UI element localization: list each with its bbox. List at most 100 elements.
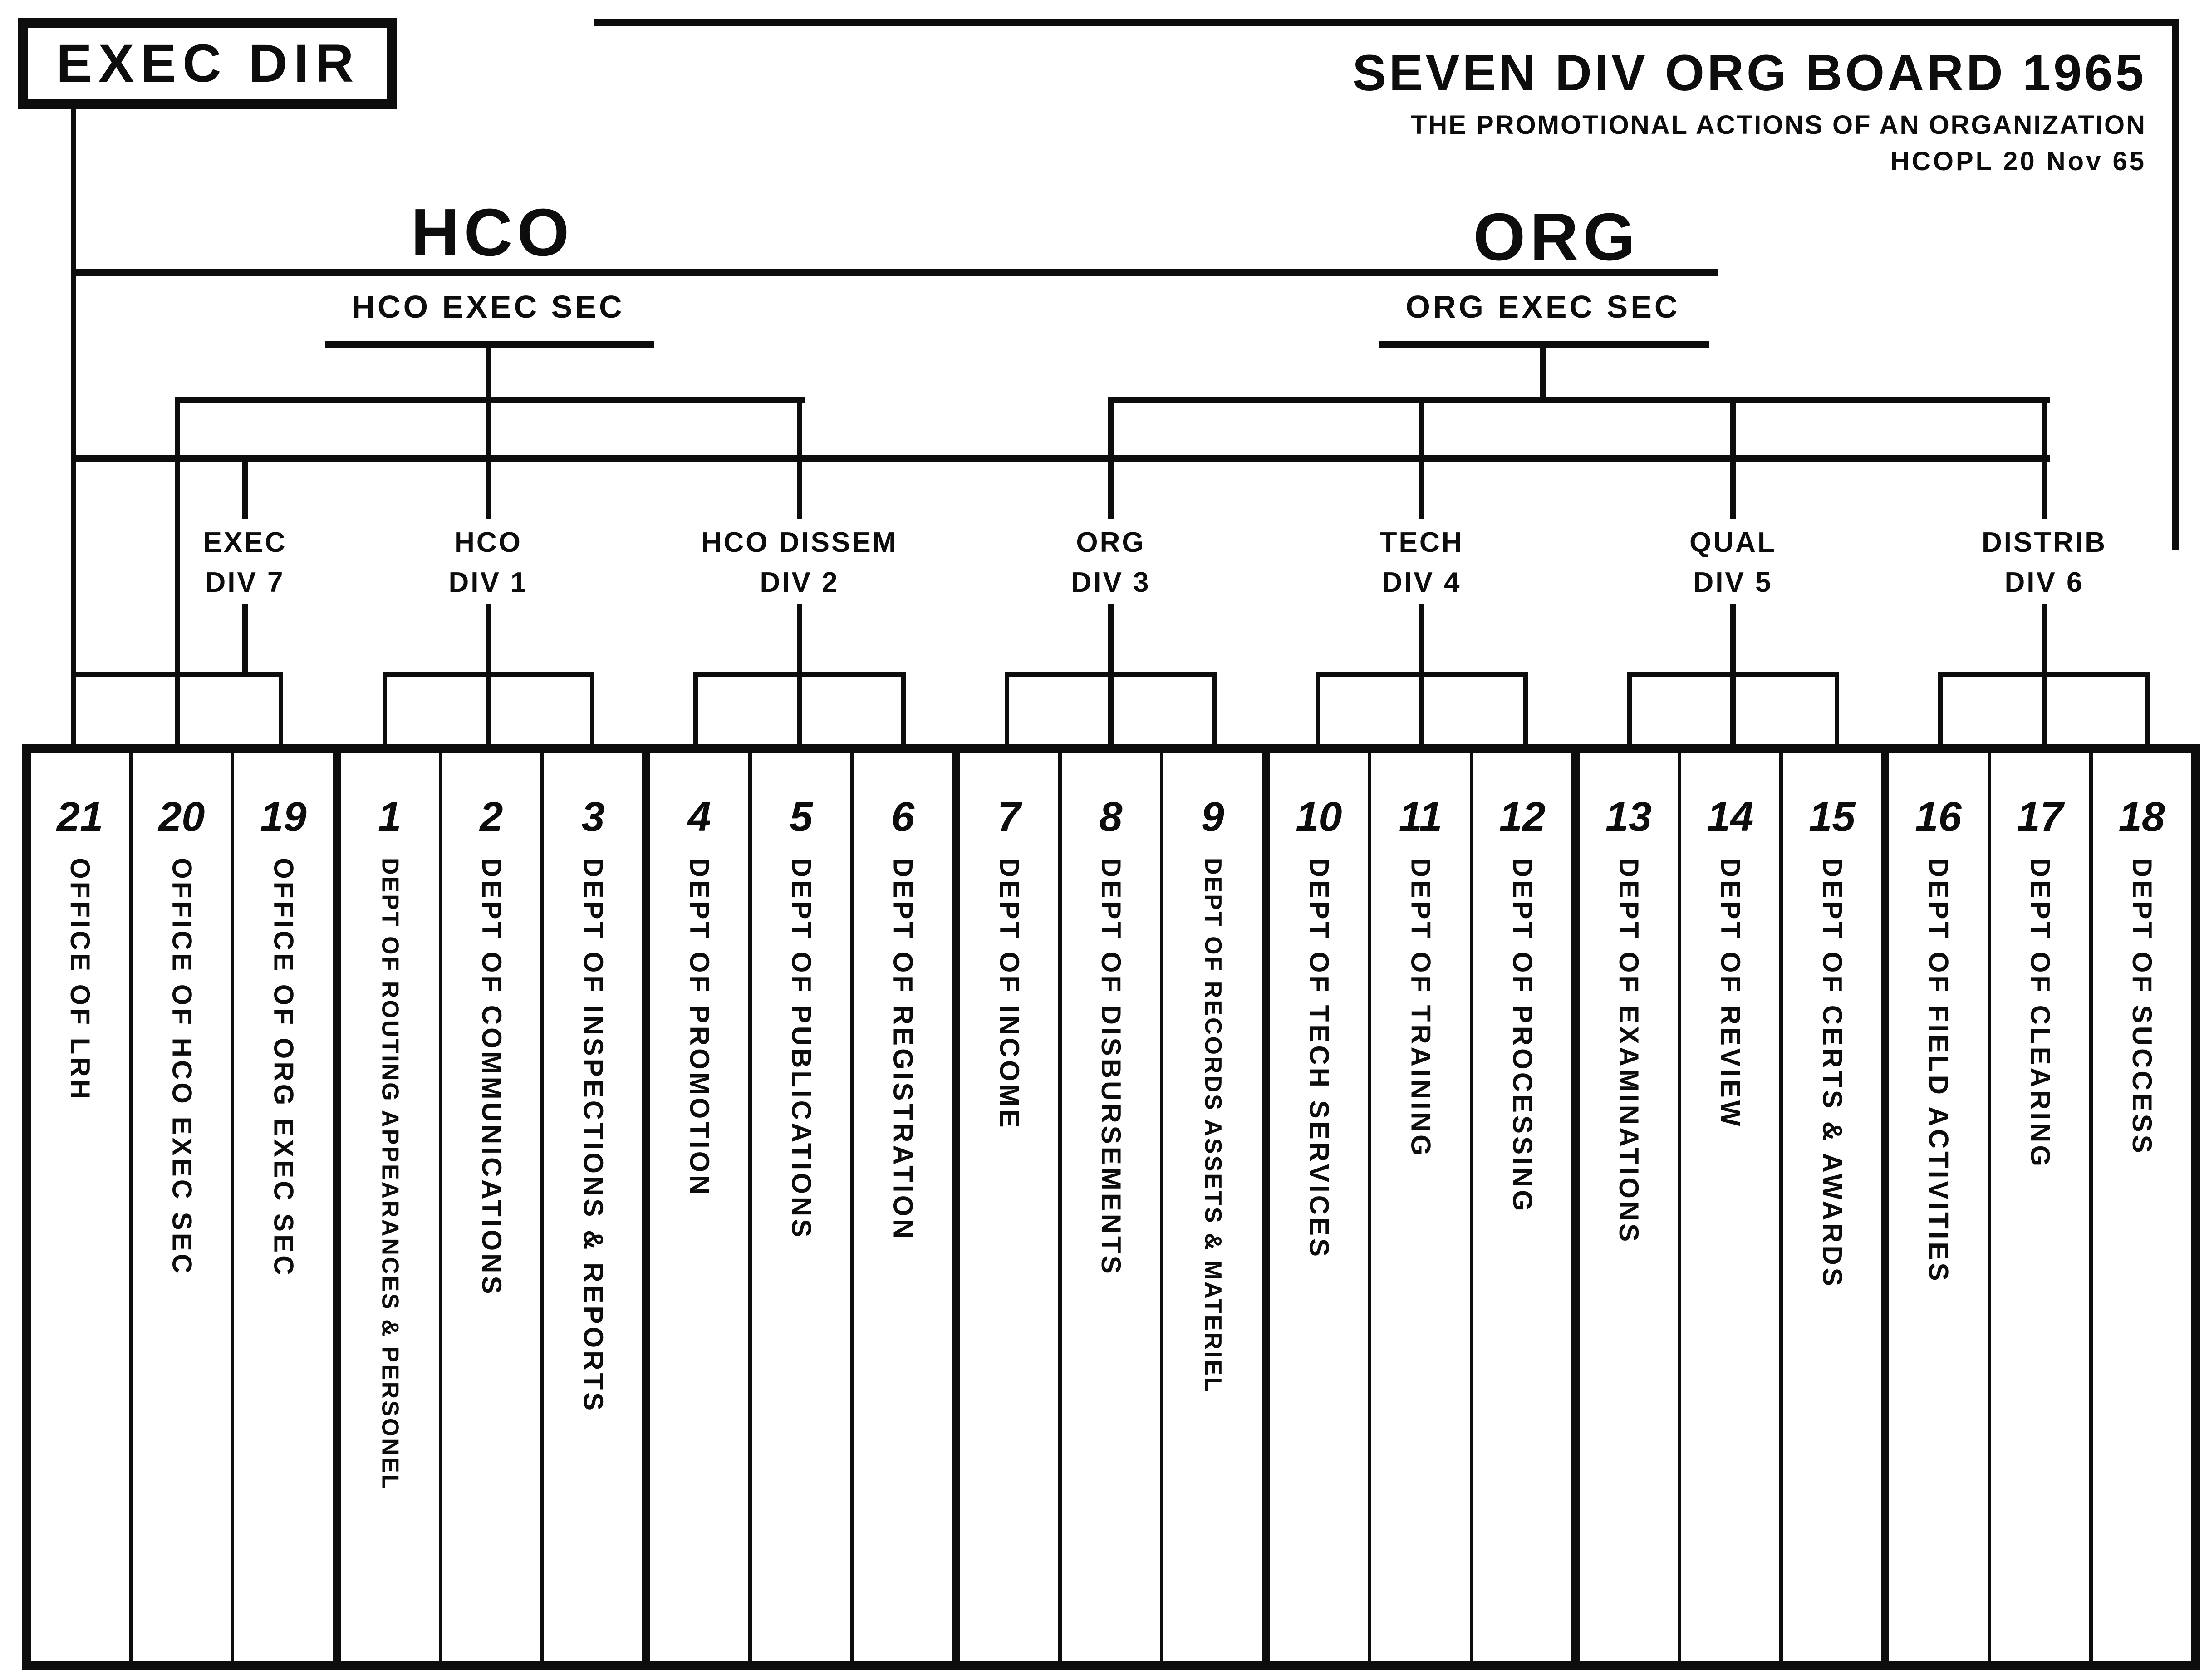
dept-name: DEPT OF TECH SERVICES [1304, 858, 1335, 1260]
dept-number: 17 [2017, 794, 2063, 840]
org-distribution-line [1108, 397, 2050, 403]
drop-dept12-line [1523, 672, 1528, 744]
div1-upper-line [486, 348, 491, 519]
dept-number: 20 [158, 794, 205, 840]
division-number: DIV 2 [760, 567, 839, 598]
org-exec-sec-label: ORG EXEC SEC [1405, 289, 1680, 324]
division-name: HCO DISSEM [701, 527, 898, 558]
hco-dist-left-drop-line [175, 397, 180, 744]
dept-name: DEPT OF ROUTING APPEARANCES & PERSONEL [377, 858, 403, 1491]
dept-name: DEPT OF PUBLICATIONS [786, 858, 817, 1240]
dept-column: 17 DEPT OF CLEARING [1987, 753, 2089, 1661]
dept-name: DEPT OF PROCESSING [1507, 858, 1538, 1214]
division-label-exec-div7: EXEC DIV 7 [118, 523, 372, 603]
dept-name: DEPT OF SUCCESS [2126, 858, 2157, 1156]
wing-heading-hco: HCO [411, 195, 574, 270]
board-title: SEVEN DIV ORG BOARD 1965 [1352, 44, 2146, 101]
division-name: EXEC [203, 527, 287, 558]
division-number: DIV 5 [1693, 567, 1773, 598]
dept-column: 8 DEPT OF DISBURSEMENTS [1058, 753, 1160, 1661]
division-name: DISTRIB [1982, 527, 2107, 558]
dept-name: DEPT OF EXAMINATIONS [1613, 858, 1644, 1245]
drop-dept16-line [1938, 672, 1943, 744]
drop-dept19-line [279, 672, 283, 744]
dept-number: 7 [997, 794, 1021, 840]
dept-number: 16 [1915, 794, 1962, 840]
org-exec-sec-underline [1379, 341, 1709, 348]
division-number: DIV 4 [1382, 567, 1462, 598]
dept-number: 18 [2118, 794, 2165, 840]
bracket-div3-line [1007, 672, 1214, 677]
board-subtitle: THE PROMOTIONAL ACTIONS OF AN ORGANIZATI… [1410, 110, 2146, 140]
drop-dept6-line [901, 672, 906, 744]
division-number: DIV 6 [2004, 567, 2084, 598]
bracket-div1-line [385, 672, 592, 677]
dept-number: 5 [789, 794, 813, 840]
dept-name: DEPT OF REVIEW [1715, 858, 1746, 1129]
dept-column: 9 DEPT OF RECORDS ASSETS & MATERIEL [1160, 753, 1262, 1661]
dept-column: 12 DEPT OF PROCESSING [1469, 753, 1571, 1661]
dept-name: DEPT OF INCOME [994, 858, 1025, 1130]
right-edge-line [2172, 19, 2179, 550]
drop-dept18-line [2145, 672, 2150, 744]
dept-name: DEPT OF TRAINING [1405, 858, 1436, 1159]
drop-dept3-line [590, 672, 594, 744]
hco-exec-sec-label: HCO EXEC SEC [352, 289, 625, 324]
dept-number: 10 [1296, 794, 1342, 840]
division-name: HCO [454, 527, 522, 558]
dept-name: DEPT OF PROMOTION [684, 858, 715, 1198]
div2-upper-line [797, 397, 802, 519]
bracket-div5-line [1630, 672, 1837, 677]
dept-name: DEPT OF INSPECTIONS & REPORTS [578, 858, 609, 1414]
dept-number: 11 [1399, 794, 1443, 840]
drop-dept15-line [1835, 672, 1839, 744]
division-number: DIV 7 [205, 567, 285, 598]
dept-number: 19 [260, 794, 307, 840]
dept-column: 3 DEPT OF INSPECTIONS & REPORTS [540, 753, 642, 1661]
dept-column: 5 DEPT OF PUBLICATIONS [748, 753, 850, 1661]
dept-name: OFFICE OF ORG EXEC SEC [268, 858, 299, 1278]
top-rule-line [594, 19, 2179, 26]
drop-dept9-line [1212, 672, 1217, 744]
hco-exec-sec-underline [325, 341, 654, 348]
dept-number: 9 [1201, 794, 1224, 840]
bracket-div2-line [696, 672, 903, 677]
dept-column: 11 DEPT OF TRAINING [1368, 753, 1469, 1661]
drop-dept10-line [1316, 672, 1320, 744]
dept-number: 8 [1099, 794, 1123, 840]
division-name: TECH [1379, 527, 1464, 558]
dept-number: 1 [378, 794, 402, 840]
dept-number: 13 [1605, 794, 1652, 840]
dept-number: 15 [1809, 794, 1856, 840]
exec-dir-box: EXEC DIR [18, 18, 397, 109]
dept-number: 14 [1707, 794, 1754, 840]
dept-name: DEPT OF COMMUNICATIONS [476, 858, 507, 1297]
division-label-qual-div5: QUAL DIV 5 [1606, 523, 1860, 603]
dept-number: 6 [891, 794, 915, 840]
dept-column: 20 OFFICE OF HCO EXEC SEC [129, 753, 231, 1661]
bracket-div6-line [1940, 672, 2148, 677]
division-label-org-div3: ORG DIV 3 [984, 523, 1238, 603]
division-number: DIV 1 [448, 567, 528, 598]
dept-column: 18 DEPT OF SUCCESS [2089, 753, 2191, 1661]
drop-dept13-line [1627, 672, 1632, 744]
div4-upper-line [1419, 397, 1424, 519]
dept-number: 2 [480, 794, 503, 840]
main-comm-line [71, 455, 2050, 462]
dept-number: 12 [1499, 794, 1546, 840]
dept-name: DEPT OF REGISTRATION [888, 858, 918, 1242]
dept-column: 14 DEPT OF REVIEW [1678, 753, 1779, 1661]
dept-column: 13 DEPT OF EXAMINATIONS [1571, 753, 1678, 1661]
div7-upper-line [242, 455, 248, 519]
division-label-hco-div1: HCO DIV 1 [361, 523, 615, 603]
dept-column: 4 DEPT OF PROMOTION [642, 753, 748, 1661]
dept-column: 1 DEPT OF ROUTING APPEARANCES & PERSONEL [332, 753, 439, 1661]
dept-column: 19 OFFICE OF ORG EXEC SEC [231, 753, 332, 1661]
div3-upper-line [1108, 397, 1114, 519]
dept-number: 21 [56, 794, 103, 840]
division-name: QUAL [1689, 527, 1777, 558]
division-number: DIV 3 [1071, 567, 1151, 598]
dept-column: 10 DEPT OF TECH SERVICES [1262, 753, 1368, 1661]
board-ref: HCOPL 20 Nov 65 [1890, 147, 2146, 176]
